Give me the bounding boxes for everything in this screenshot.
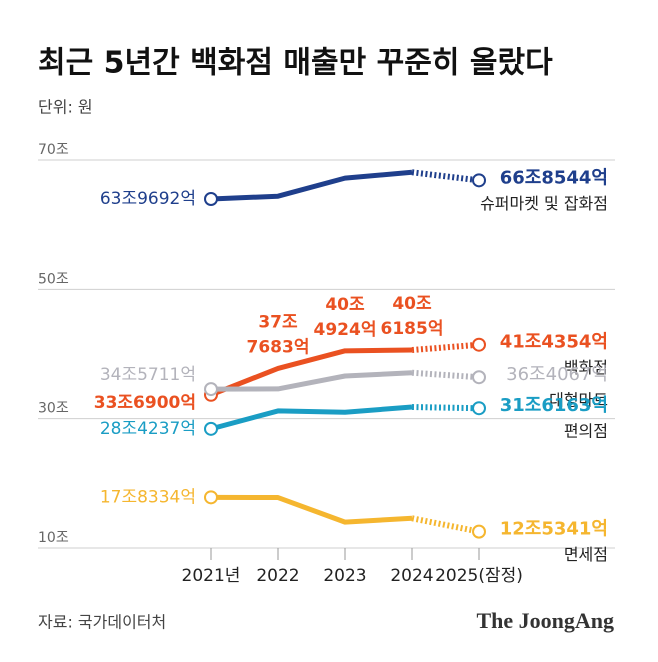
value-label: 36조4067억 — [506, 364, 608, 385]
point-marker — [472, 524, 486, 539]
point-marker — [472, 173, 486, 188]
y-tick-label: 10조 — [38, 530, 69, 546]
value-label: 33조6900억 — [94, 393, 196, 413]
legend-label: 면세점 — [564, 545, 608, 564]
series-line-projected — [411, 369, 480, 381]
brand: The JoongAng — [476, 608, 614, 633]
value-label: 6185억 — [381, 319, 444, 339]
legend-label: 편의점 — [564, 422, 608, 441]
series-line-projected — [411, 169, 480, 184]
value-label: 7683억 — [247, 337, 310, 357]
series-line-projected — [411, 515, 480, 535]
series-line — [210, 169, 413, 202]
point-marker — [204, 421, 218, 436]
value-label: 28조4237억 — [100, 419, 196, 439]
value-label: 17조8334억 — [100, 487, 196, 507]
series-line — [210, 404, 413, 432]
point-marker — [204, 490, 218, 505]
legend-label: 슈퍼마켓 및 잡화점 — [480, 194, 608, 213]
point-marker — [472, 370, 486, 385]
value-label: 41조4354억 — [500, 332, 608, 353]
y-tick-label: 50조 — [38, 271, 69, 287]
legend-label: 백화점 — [564, 358, 608, 377]
value-label: 63조9692억 — [100, 189, 196, 209]
value-label: 31조6163억 — [500, 395, 608, 416]
x-tick-label: 2023 — [323, 566, 366, 586]
chart-title: 최근 5년간 백화점 매출만 꾸준히 올랐다 — [38, 46, 553, 81]
x-tick-label: 2025(잠정) — [435, 566, 523, 586]
x-tick-label: 2022 — [256, 566, 299, 586]
series-line-projected — [411, 404, 480, 412]
series-line — [210, 370, 413, 392]
point-marker — [472, 401, 486, 416]
legend-label: 대형마트 — [549, 391, 608, 410]
series-line — [210, 494, 413, 525]
point-marker — [204, 191, 218, 206]
series-line — [210, 347, 413, 398]
value-label: 37조 — [258, 312, 298, 332]
x-tick-label: 2024 — [390, 566, 433, 586]
value-label: 40조 — [325, 295, 365, 315]
value-label: 66조8544억 — [500, 167, 608, 188]
point-marker — [472, 337, 486, 352]
source: 자료: 국가데이터처 — [38, 613, 166, 632]
value-label: 12조5341억 — [500, 519, 608, 540]
point-marker — [204, 382, 218, 397]
y-tick-label: 70조 — [38, 142, 69, 158]
value-label: 4924억 — [314, 320, 377, 340]
x-tick-label: 2021년 — [182, 566, 241, 586]
y-tick-label: 30조 — [38, 401, 69, 417]
series-line-projected — [411, 341, 480, 353]
value-label: 34조5711억 — [100, 365, 196, 385]
value-label: 40조 — [392, 294, 432, 314]
chart-subtitle: 단위: 원 — [38, 98, 93, 117]
